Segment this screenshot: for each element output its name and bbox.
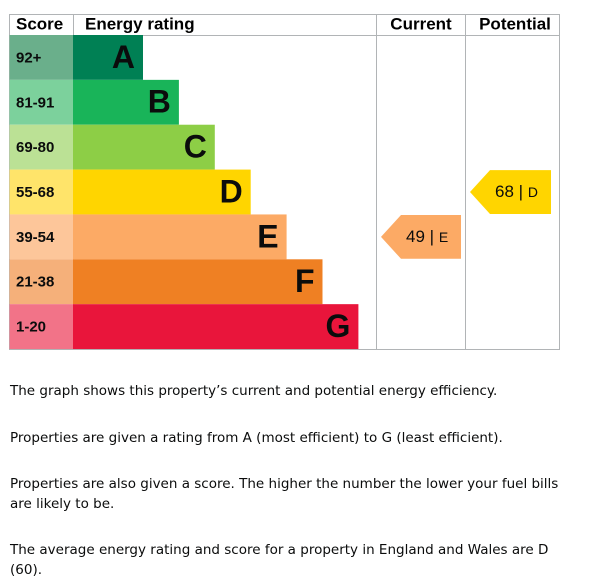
- score-cell: [9, 124, 74, 170]
- rating-bar: [73, 169, 251, 215]
- score-label: 21-38: [16, 274, 54, 291]
- current-part: 49: [406, 227, 425, 246]
- score-cell: [9, 169, 74, 215]
- rating-bar: [73, 35, 143, 80]
- score-label: 69-80: [16, 139, 54, 156]
- rating-bar: [73, 214, 287, 260]
- header: Energy rating: [85, 14, 195, 33]
- score-label: 55-68: [16, 184, 54, 201]
- rating-bar: [73, 259, 323, 305]
- rating-letter: C: [184, 129, 207, 165]
- potential-part: |: [519, 182, 523, 201]
- rating-bar: [73, 79, 179, 125]
- rating-letter: A: [112, 39, 135, 75]
- current-part: |: [430, 227, 434, 246]
- score-cell: [9, 304, 74, 350]
- paragraph: Properties are given a rating from A (mo…: [10, 430, 503, 446]
- rating-letter: E: [257, 218, 278, 254]
- paragraph: The graph shows this property’s current …: [10, 383, 498, 399]
- score-label: 39-54: [16, 229, 55, 246]
- rating-letter: B: [148, 84, 171, 120]
- paragraph: Properties are also given a score. The h…: [10, 476, 559, 512]
- potential-label: 68 | D: [495, 182, 538, 201]
- rating-bar: [73, 124, 215, 170]
- potential-part: D: [528, 184, 538, 200]
- score-cell: [9, 79, 74, 125]
- score-label: 81-91: [16, 94, 54, 111]
- header: Score: [16, 14, 63, 33]
- score-cell: [9, 214, 74, 260]
- rating-letter: G: [326, 308, 351, 344]
- current-label: 49 | E: [406, 227, 448, 246]
- paragraph: The average energy rating and score for …: [10, 542, 549, 578]
- epc-chart: Score Energy rating Current Potential 92…: [9, 14, 560, 350]
- score-cell: [9, 259, 74, 305]
- potential-arrow: [470, 170, 551, 214]
- score-label: 92+: [16, 49, 42, 66]
- rating-letter: D: [220, 173, 243, 209]
- current-arrow: [381, 214, 461, 259]
- current-part: E: [439, 229, 448, 245]
- rating-bar: [73, 304, 359, 350]
- header: Current: [390, 14, 452, 33]
- header: Potential: [479, 14, 551, 33]
- potential-part: 68: [495, 182, 514, 201]
- score-label: 1-20: [16, 319, 46, 336]
- score-cell: [9, 35, 74, 80]
- rating-letter: F: [295, 263, 315, 299]
